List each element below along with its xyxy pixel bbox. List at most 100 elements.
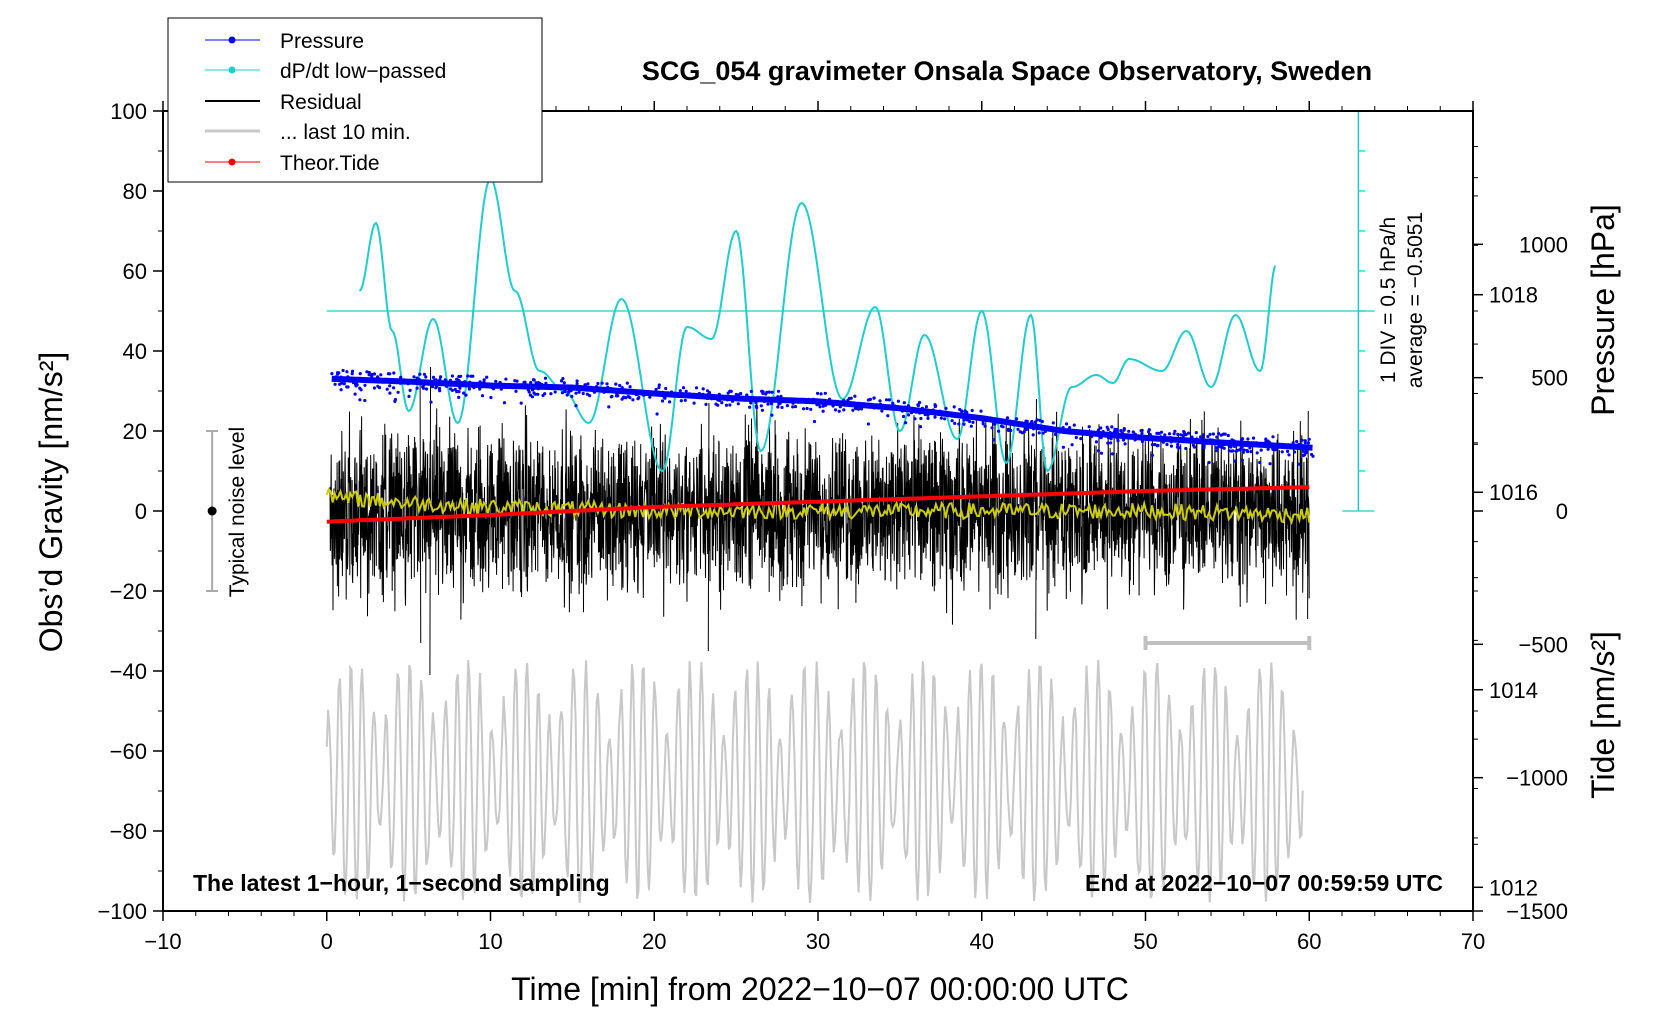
series-pressure-point bbox=[1136, 436, 1140, 440]
series-pressure-point bbox=[777, 402, 781, 406]
series-pressure-point bbox=[1221, 439, 1225, 443]
series-pressure-point bbox=[1015, 417, 1019, 421]
tide-tick-label: 0 bbox=[1556, 499, 1568, 524]
series-pressure-point bbox=[388, 384, 392, 388]
series-pressure-point bbox=[565, 393, 569, 397]
series-pressure-point bbox=[1240, 437, 1245, 441]
series-pressure-point bbox=[370, 372, 374, 376]
legend-item-residual: Residual bbox=[205, 91, 362, 114]
series-pressure-point bbox=[443, 378, 447, 382]
series-pressure-point bbox=[434, 378, 438, 382]
series-pressure-point bbox=[1232, 439, 1236, 443]
series-pressure-point bbox=[1186, 431, 1191, 435]
series-pressure-point bbox=[351, 381, 355, 385]
series-pressure-point bbox=[943, 417, 947, 421]
series-pressure-point bbox=[920, 406, 925, 410]
series-pressure-point bbox=[393, 397, 397, 402]
series-pressure-point bbox=[821, 399, 825, 403]
series-pressure-point bbox=[595, 385, 599, 389]
series-pressure-point bbox=[1144, 435, 1148, 439]
series-pressure-point bbox=[657, 385, 661, 390]
series-pressure-point bbox=[993, 422, 997, 426]
series-pressure-point bbox=[1297, 462, 1301, 466]
series-pressure-point bbox=[785, 404, 790, 408]
series-pressure-point bbox=[714, 402, 718, 406]
series-pressure-point bbox=[362, 377, 366, 381]
series-pressure-point bbox=[1194, 439, 1198, 443]
series-pressure-point bbox=[918, 425, 923, 429]
series-pressure-point bbox=[817, 402, 821, 406]
series-pressure-point bbox=[1041, 431, 1045, 435]
legend-label-dpdt: dP/dt low−passed bbox=[280, 60, 446, 83]
series-pressure-point bbox=[971, 420, 975, 424]
series-pressure-point bbox=[1242, 448, 1246, 452]
series-pressure-point bbox=[1211, 432, 1215, 436]
series-last10-line bbox=[325, 659, 1304, 903]
series-pressure-point bbox=[726, 391, 730, 395]
series-pressure-point bbox=[529, 380, 533, 385]
series-pressure-point bbox=[681, 386, 686, 390]
series-pressure-point bbox=[1031, 433, 1035, 437]
series-pressure-point bbox=[575, 379, 579, 383]
series-pressure-point bbox=[821, 409, 825, 413]
series-pressure-point bbox=[334, 375, 338, 379]
series-pressure-point bbox=[399, 375, 403, 379]
series-pressure-point bbox=[1311, 454, 1315, 458]
series-pressure-point bbox=[363, 383, 367, 387]
series-pressure-point bbox=[1133, 438, 1137, 442]
series-pressure-point bbox=[962, 418, 966, 422]
series-pressure-point bbox=[1191, 443, 1195, 447]
series-pressure-point bbox=[424, 375, 428, 379]
series-pressure-point bbox=[1240, 458, 1244, 462]
series-pressure-point bbox=[1041, 427, 1045, 431]
series-pressure-point bbox=[1096, 449, 1101, 453]
series-pressure-point bbox=[504, 377, 508, 381]
series-pressure-point bbox=[1165, 442, 1169, 447]
series-pressure-point bbox=[1040, 419, 1044, 424]
series-pressure-point bbox=[559, 379, 564, 383]
series-pressure-point bbox=[1024, 425, 1028, 429]
series-pressure-point bbox=[482, 378, 486, 382]
series-pressure-point bbox=[1295, 439, 1299, 444]
series-pressure-point bbox=[1215, 449, 1219, 453]
series-pressure-point bbox=[531, 388, 535, 392]
legend-dot-pressure bbox=[228, 36, 236, 44]
series-pressure-point bbox=[581, 391, 585, 396]
series-pressure-point bbox=[728, 403, 732, 407]
legend-item-pressure: Pressure bbox=[205, 30, 364, 53]
series-pressure-point bbox=[953, 414, 957, 419]
series-pressure-point bbox=[846, 398, 850, 402]
series-pressure-point bbox=[354, 384, 358, 388]
series-pressure-point bbox=[694, 386, 699, 390]
series-pressure-point bbox=[1099, 436, 1103, 440]
series-pressure-point bbox=[1291, 441, 1295, 445]
series-pressure-point bbox=[421, 382, 425, 386]
series-pressure-point bbox=[596, 381, 600, 386]
series-pressure-point bbox=[1175, 445, 1179, 449]
series-pressure-point bbox=[648, 395, 652, 399]
series-pressure-point bbox=[472, 386, 476, 390]
series-pressure-point bbox=[760, 408, 765, 412]
series-pressure-point bbox=[392, 371, 396, 375]
series-pressure-point bbox=[1208, 432, 1212, 436]
series-pressure-point bbox=[1106, 441, 1110, 445]
series-pressure-point bbox=[620, 386, 624, 390]
x-tick-label: 70 bbox=[1461, 929, 1485, 954]
series-pressure-point bbox=[1128, 433, 1132, 437]
tide-tick-label: −1000 bbox=[1506, 766, 1568, 791]
series-pressure-point bbox=[906, 406, 910, 410]
series-pressure-point bbox=[1031, 427, 1036, 431]
series-pressure-point bbox=[451, 381, 455, 385]
series-pressure-point bbox=[866, 422, 871, 426]
series-pressure-point bbox=[692, 394, 696, 399]
series-pressure-point bbox=[655, 412, 659, 416]
series-pressure-point bbox=[536, 387, 541, 391]
series-pressure-point bbox=[843, 400, 847, 404]
series-pressure-point bbox=[1070, 443, 1074, 447]
series-pressure-point bbox=[887, 398, 891, 402]
series-pressure-point bbox=[997, 429, 1001, 433]
series-pressure-point bbox=[1194, 431, 1198, 435]
series-pressure-point bbox=[536, 392, 540, 396]
series-pressure-point bbox=[776, 405, 780, 409]
series-pressure-point bbox=[350, 369, 355, 373]
